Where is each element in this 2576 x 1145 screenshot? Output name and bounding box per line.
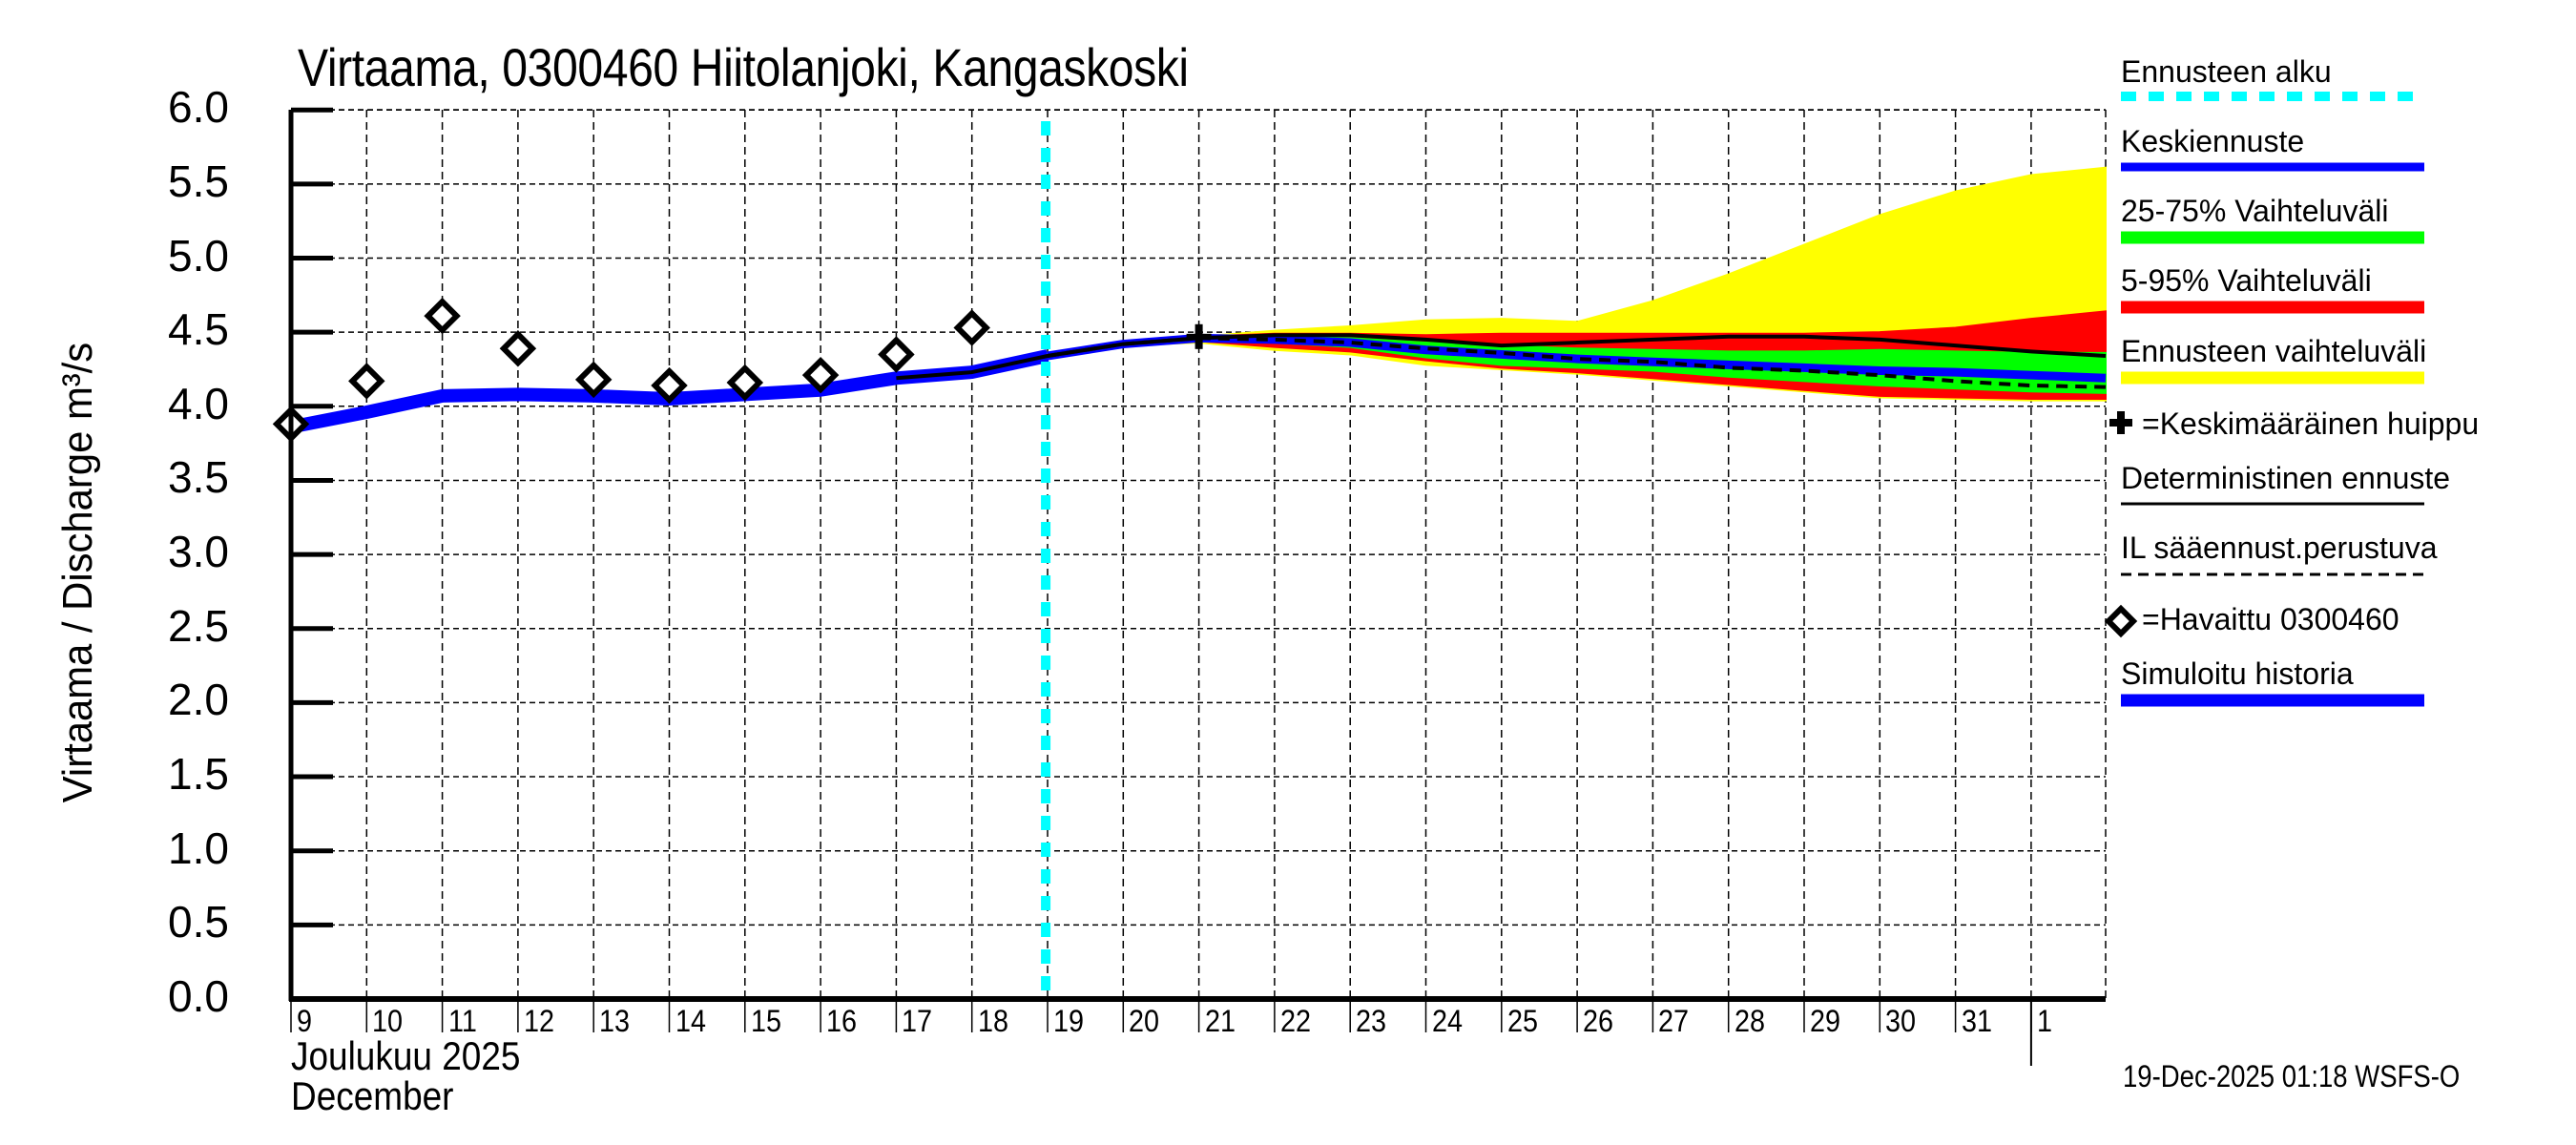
x-tick-label: 12 <box>523 1004 554 1038</box>
x-tick-label: 13 <box>599 1004 631 1038</box>
x-tick-label: 19 <box>1053 1004 1085 1038</box>
observed-diamond-marker <box>651 366 688 405</box>
y-tick-label: 3.5 <box>168 452 229 503</box>
y-tick-label: 1.5 <box>168 749 229 800</box>
observed-diamond-marker <box>953 309 990 346</box>
legend-swatches <box>2104 92 2424 707</box>
band-25-75 <box>1047 335 2107 394</box>
x-tick-label: 27 <box>1658 1004 1690 1038</box>
x-tick-label: 31 <box>1961 1004 1992 1038</box>
diamond-icon <box>2104 604 2138 638</box>
x-tick-label: 11 <box>447 1004 477 1038</box>
x-tick-label: 22 <box>1279 1004 1311 1038</box>
x-tick-label: 30 <box>1885 1004 1917 1038</box>
chart-title: Virtaama, 0300460 Hiitolanjoki, Kangasko… <box>298 37 1189 97</box>
y-tick-label: 5.0 <box>168 230 229 281</box>
observed-diamond-marker <box>574 361 613 399</box>
mean-peak-plus-marker <box>1186 333 1212 340</box>
x-tick-label: 16 <box>826 1004 858 1038</box>
legend-label: Keskiennuste <box>2121 124 2305 158</box>
y-tick-label: 2.0 <box>168 675 229 725</box>
y-tick-label: 1.0 <box>168 822 229 873</box>
legend-label: 5-95% Vaihteluväli <box>2121 263 2372 298</box>
x-tick-label: 1 <box>2036 1004 2052 1038</box>
x-tick-label: 14 <box>675 1004 706 1038</box>
legend-label: =Havaittu 0300460 <box>2142 602 2399 636</box>
y-tick-label: 3.0 <box>168 527 229 577</box>
y-tick-label: 4.0 <box>168 378 229 428</box>
y-tick-label: 6.0 <box>168 82 229 133</box>
x-tick-label: 10 <box>372 1004 404 1038</box>
x-tick-label: 20 <box>1129 1004 1160 1038</box>
legend-label: Deterministinen ennuste <box>2121 461 2451 495</box>
observed-diamond-marker <box>424 297 461 335</box>
x-tick-label: 15 <box>750 1004 781 1038</box>
observed-diamond-marker <box>499 329 537 367</box>
x-tick-label: 18 <box>977 1004 1008 1038</box>
y-tick-label: 4.5 <box>168 304 229 355</box>
month-label-en: December <box>291 1073 454 1118</box>
x-tick-label: 9 <box>297 1004 313 1038</box>
legend-label: Simuloitu historia <box>2121 656 2354 691</box>
observed-markers <box>272 297 1212 443</box>
y-tick-label: 2.5 <box>168 600 229 651</box>
x-tick-label: 29 <box>1810 1004 1841 1038</box>
y-tick-label: 0.5 <box>168 897 229 947</box>
observed-diamond-marker <box>801 356 840 394</box>
x-tick-label: 17 <box>902 1004 933 1038</box>
deterministic-forecast-line <box>896 333 2107 381</box>
legend: Ennusteen alku Keskiennuste 25-75% Vaihtel… <box>2121 0 2576 725</box>
y-tick-label: 0.0 <box>168 971 229 1021</box>
legend-label: =Keskimääräinen huippu <box>2142 406 2480 441</box>
axes <box>288 107 2106 1066</box>
x-tick-label: 21 <box>1204 1004 1236 1038</box>
x-tick-label: 26 <box>1583 1004 1614 1038</box>
x-tick-label: 23 <box>1356 1004 1387 1038</box>
legend-label: Ennusteen alku <box>2121 54 2332 89</box>
observed-diamond-marker <box>726 364 764 402</box>
observed-diamond-marker <box>878 336 915 373</box>
legend-label: IL sääennust.perustuva <box>2121 531 2438 565</box>
plus-icon <box>2109 419 2132 427</box>
x-tick-label: 25 <box>1506 1004 1538 1038</box>
month-label-fi: Joulukuu 2025 <box>291 1033 521 1078</box>
legend-label: Ennusteen vaihteluväli <box>2121 334 2427 368</box>
il-forecast-dashed-line <box>1047 336 2107 389</box>
x-tick-label: 28 <box>1734 1004 1765 1038</box>
legend-label: 25-75% Vaihteluväli <box>2121 194 2389 228</box>
observed-diamond-marker <box>348 363 385 400</box>
y-tick-label: 5.5 <box>168 156 229 206</box>
timestamp: 19-Dec-2025 01:18 WSFS-O <box>2123 1059 2461 1093</box>
x-tick-label: 24 <box>1431 1004 1463 1038</box>
